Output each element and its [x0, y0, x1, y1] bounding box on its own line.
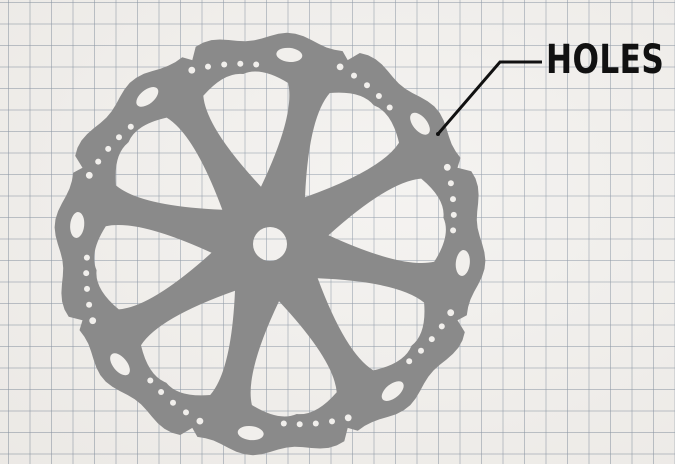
- drilled-hole: [89, 317, 97, 325]
- drilled-hole: [447, 309, 455, 317]
- drilled-hole: [170, 399, 176, 406]
- drilled-hole: [351, 72, 357, 79]
- drilled-hole: [386, 104, 393, 111]
- callout-endpoint: [436, 132, 440, 136]
- rotor-slot: [455, 250, 470, 276]
- drilled-hole: [221, 61, 228, 68]
- drilled-hole: [428, 336, 435, 343]
- rotor-slot: [237, 426, 264, 441]
- drilled-hole: [443, 163, 451, 171]
- drilled-hole: [188, 66, 196, 74]
- rotor-slot: [381, 381, 404, 401]
- drilled-hole: [253, 61, 260, 68]
- drilled-hole: [450, 211, 457, 218]
- drilled-hole: [280, 420, 287, 427]
- drilled-hole: [237, 60, 244, 67]
- drilled-hole: [450, 196, 456, 203]
- drilled-hole: [105, 145, 112, 152]
- rotor-slot: [70, 212, 85, 238]
- rotor-slot: [110, 353, 130, 376]
- drilled-hole: [116, 134, 122, 141]
- drilled-hole: [296, 421, 303, 428]
- drilled-hole: [364, 82, 370, 89]
- drilled-hole: [438, 323, 445, 330]
- drilled-hole: [127, 123, 134, 130]
- brake-rotor: [54, 32, 486, 456]
- drilled-hole: [183, 409, 189, 416]
- rotor-slot: [136, 87, 159, 107]
- rotor-body: [54, 32, 486, 456]
- drilled-hole: [85, 171, 93, 179]
- drilled-hole: [312, 420, 319, 427]
- drilled-hole: [147, 377, 154, 384]
- drilled-hole: [336, 63, 344, 71]
- drilled-hole: [406, 358, 413, 365]
- drilled-hole: [83, 270, 90, 277]
- drilled-hole: [95, 158, 102, 165]
- drilled-hole: [196, 417, 204, 425]
- drilled-hole: [447, 180, 454, 187]
- drilled-hole: [329, 418, 335, 425]
- drilled-hole: [84, 285, 90, 292]
- holes-callout: [436, 60, 542, 136]
- rotor-slot: [410, 112, 430, 135]
- drilled-holes: [70, 47, 470, 441]
- rotor-slot: [276, 47, 303, 62]
- drilled-hole: [205, 63, 211, 70]
- drilled-hole: [158, 389, 165, 395]
- drilled-hole: [450, 227, 457, 234]
- drilled-hole: [344, 414, 352, 422]
- callout-leader-line: [436, 60, 542, 135]
- drilled-hole: [86, 301, 93, 308]
- drilled-hole: [375, 93, 382, 99]
- drilled-hole: [83, 254, 90, 261]
- holes-label: HOLES: [546, 37, 665, 83]
- drilled-hole: [418, 347, 424, 354]
